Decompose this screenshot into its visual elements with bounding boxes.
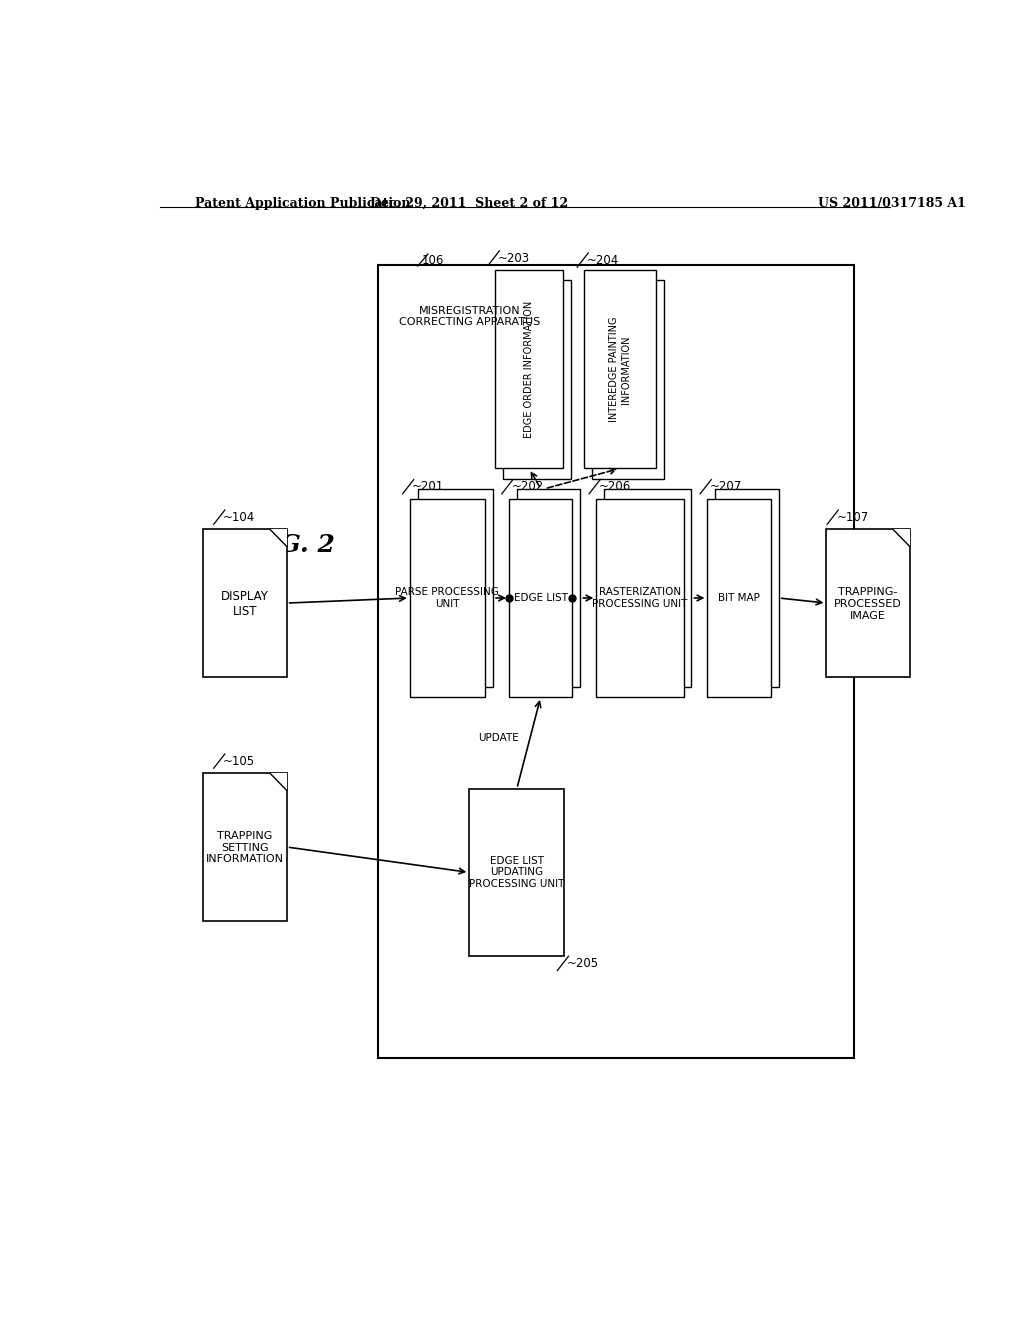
Text: TRAPPING
SETTING
INFORMATION: TRAPPING SETTING INFORMATION bbox=[206, 832, 284, 865]
FancyBboxPatch shape bbox=[204, 774, 287, 921]
Text: TRAPPING-
PROCESSED
IMAGE: TRAPPING- PROCESSED IMAGE bbox=[835, 587, 902, 620]
Text: Dec. 29, 2011  Sheet 2 of 12: Dec. 29, 2011 Sheet 2 of 12 bbox=[371, 197, 568, 210]
FancyBboxPatch shape bbox=[509, 499, 572, 697]
Polygon shape bbox=[893, 529, 909, 546]
FancyBboxPatch shape bbox=[585, 271, 655, 469]
Text: US 2011/0317185 A1: US 2011/0317185 A1 bbox=[818, 197, 967, 210]
FancyBboxPatch shape bbox=[826, 529, 909, 677]
FancyBboxPatch shape bbox=[708, 499, 771, 697]
FancyBboxPatch shape bbox=[418, 488, 494, 686]
Text: ~201: ~201 bbox=[412, 480, 444, 494]
Text: RASTERIZATION
PROCESSING UNIT: RASTERIZATION PROCESSING UNIT bbox=[592, 587, 687, 609]
Text: Patent Application Publication: Patent Application Publication bbox=[196, 197, 411, 210]
Text: ~207: ~207 bbox=[710, 480, 742, 494]
Text: FIG. 2: FIG. 2 bbox=[251, 533, 336, 557]
FancyBboxPatch shape bbox=[504, 280, 570, 479]
Polygon shape bbox=[270, 529, 287, 546]
FancyBboxPatch shape bbox=[592, 280, 664, 479]
Text: EDGE LIST: EDGE LIST bbox=[514, 593, 567, 603]
FancyBboxPatch shape bbox=[496, 271, 563, 469]
Text: ~203: ~203 bbox=[498, 252, 530, 264]
Text: DISPLAY
LIST: DISPLAY LIST bbox=[221, 590, 269, 618]
FancyBboxPatch shape bbox=[204, 529, 287, 677]
FancyBboxPatch shape bbox=[715, 488, 778, 686]
Text: INTEREDGE PAINTING
INFORMATION: INTEREDGE PAINTING INFORMATION bbox=[609, 317, 631, 422]
Text: ~104: ~104 bbox=[223, 511, 255, 524]
FancyBboxPatch shape bbox=[517, 488, 581, 686]
FancyBboxPatch shape bbox=[604, 488, 691, 686]
Text: 106: 106 bbox=[422, 253, 444, 267]
Text: ~107: ~107 bbox=[837, 511, 869, 524]
Text: BIT MAP: BIT MAP bbox=[718, 593, 760, 603]
Text: EDGE ORDER INFORMATION: EDGE ORDER INFORMATION bbox=[524, 301, 535, 438]
Text: ~206: ~206 bbox=[599, 480, 631, 494]
FancyBboxPatch shape bbox=[378, 265, 854, 1057]
Text: ~105: ~105 bbox=[223, 755, 255, 768]
Text: UPDATE: UPDATE bbox=[478, 733, 519, 743]
FancyBboxPatch shape bbox=[469, 788, 564, 956]
Polygon shape bbox=[270, 774, 287, 791]
FancyBboxPatch shape bbox=[410, 499, 485, 697]
Text: ~204: ~204 bbox=[587, 253, 618, 267]
Text: PARSE PROCESSING
UNIT: PARSE PROCESSING UNIT bbox=[395, 587, 500, 609]
FancyBboxPatch shape bbox=[596, 499, 684, 697]
Text: ~205: ~205 bbox=[567, 957, 599, 970]
Text: MISREGISTRATION
CORRECTING APPARATUS: MISREGISTRATION CORRECTING APPARATUS bbox=[398, 306, 540, 327]
Text: ~202: ~202 bbox=[511, 480, 544, 494]
Text: EDGE LIST
UPDATING
PROCESSING UNIT: EDGE LIST UPDATING PROCESSING UNIT bbox=[469, 855, 564, 890]
